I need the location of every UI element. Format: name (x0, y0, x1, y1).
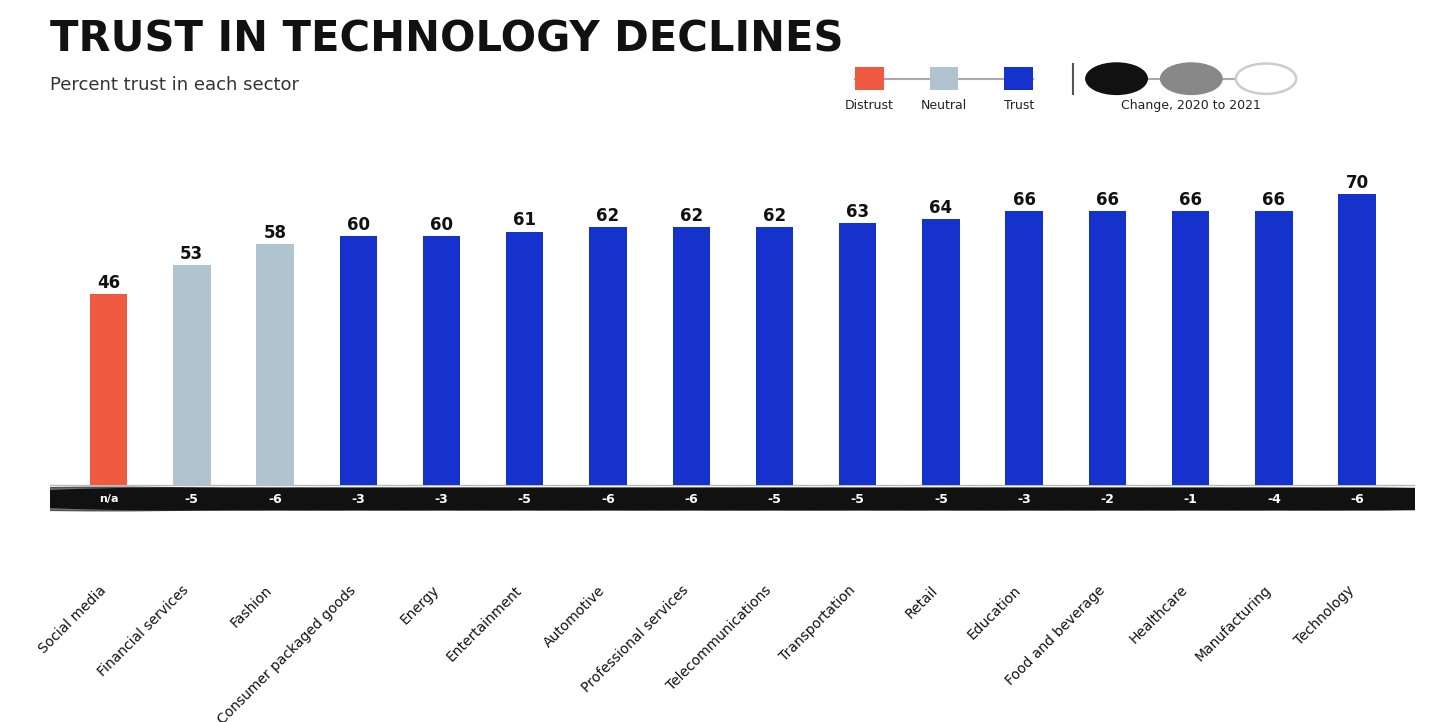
Text: 61: 61 (513, 212, 536, 230)
Text: 62: 62 (680, 207, 703, 225)
Text: +: + (1260, 72, 1272, 85)
Circle shape (125, 487, 592, 510)
Circle shape (542, 487, 1007, 510)
Text: -3: -3 (352, 492, 365, 505)
Bar (1338, 194, 1375, 484)
Bar (422, 235, 460, 484)
Text: 60: 60 (346, 216, 369, 234)
Text: 66: 66 (1096, 191, 1119, 209)
Bar (339, 235, 376, 484)
Text: -5: -5 (851, 492, 865, 505)
Bar (256, 244, 293, 484)
Bar (91, 294, 128, 484)
Bar (756, 227, 793, 484)
Text: n/a: n/a (99, 494, 118, 504)
Text: -1: -1 (1184, 492, 1197, 505)
Text: 66: 66 (1263, 191, 1286, 209)
Bar (589, 227, 627, 484)
Bar (1255, 211, 1293, 484)
Text: Change, 2020 to 2021: Change, 2020 to 2021 (1121, 99, 1262, 112)
Bar (1006, 211, 1043, 484)
Circle shape (1124, 487, 1437, 510)
Text: -3: -3 (1017, 492, 1032, 505)
Text: 62: 62 (763, 207, 786, 225)
Bar (839, 223, 877, 484)
Text: Distrust: Distrust (845, 99, 894, 112)
Text: -4: -4 (1267, 492, 1280, 505)
Circle shape (375, 487, 841, 510)
Text: -5: -5 (517, 492, 532, 505)
Bar (673, 227, 710, 484)
Circle shape (708, 487, 1174, 510)
Text: 66: 66 (1013, 191, 1036, 209)
Circle shape (0, 487, 425, 510)
Text: -2: -2 (1101, 492, 1114, 505)
Text: Trust: Trust (1003, 99, 1035, 112)
Bar (172, 265, 211, 484)
Text: 63: 63 (846, 203, 869, 221)
Text: 46: 46 (98, 274, 121, 292)
Circle shape (874, 487, 1341, 510)
Text: -3: -3 (434, 492, 448, 505)
Bar (1089, 211, 1127, 484)
Circle shape (625, 487, 1091, 510)
Bar (1173, 211, 1210, 484)
Text: -5: -5 (767, 492, 782, 505)
Text: 60: 60 (430, 216, 453, 234)
Text: -6: -6 (269, 492, 282, 505)
Text: 64: 64 (930, 199, 953, 217)
Text: -5: -5 (934, 492, 948, 505)
Bar (923, 219, 960, 484)
Text: -5: -5 (185, 492, 198, 505)
Text: Percent trust in each sector: Percent trust in each sector (50, 76, 299, 94)
Text: 62: 62 (596, 207, 619, 225)
Text: 66: 66 (1180, 191, 1203, 209)
Text: -6: -6 (1351, 492, 1364, 505)
Text: -: - (1114, 72, 1119, 85)
Text: 53: 53 (180, 245, 204, 263)
Circle shape (792, 487, 1257, 510)
Text: -6: -6 (601, 492, 615, 505)
Text: 0: 0 (1187, 72, 1196, 85)
Circle shape (0, 487, 342, 510)
Text: 58: 58 (263, 224, 286, 242)
Bar (506, 232, 543, 484)
Circle shape (42, 487, 509, 510)
Text: TRUST IN TECHNOLOGY DECLINES: TRUST IN TECHNOLOGY DECLINES (50, 18, 844, 60)
Circle shape (957, 487, 1424, 510)
Circle shape (458, 487, 924, 510)
Circle shape (1040, 487, 1437, 510)
Text: Neutral: Neutral (921, 99, 967, 112)
Text: -6: -6 (684, 492, 698, 505)
Circle shape (208, 487, 674, 510)
Circle shape (292, 487, 757, 510)
Text: 70: 70 (1345, 174, 1368, 192)
